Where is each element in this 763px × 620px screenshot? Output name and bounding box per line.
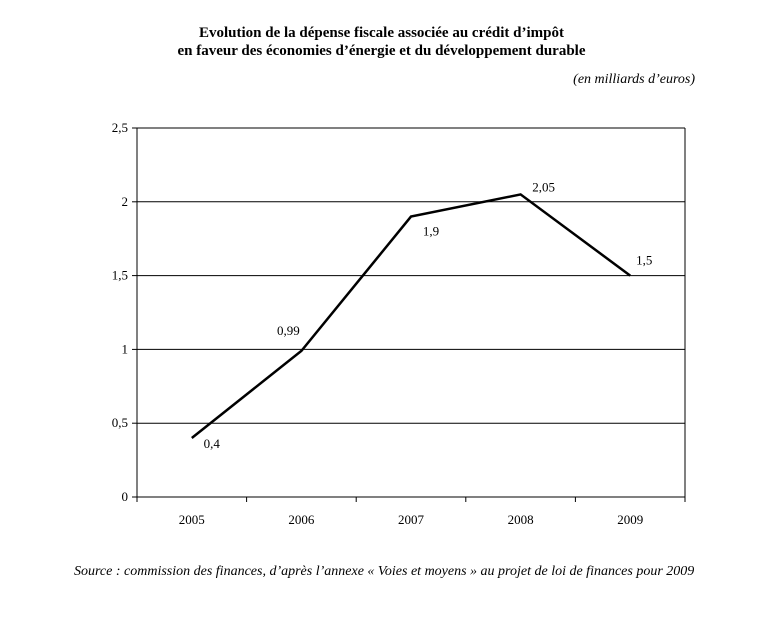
data-label: 2,05 — [532, 179, 555, 194]
unit-note: (en milliards d’euros) — [573, 72, 695, 87]
x-tick-label: 2007 — [398, 512, 425, 527]
x-tick-label: 2008 — [508, 512, 534, 527]
y-tick-label: 2 — [122, 194, 129, 209]
chart-title-line-2: en faveur des économies d’énergie et du … — [177, 43, 586, 59]
y-tick-label: 0 — [122, 489, 129, 504]
series-line — [191, 193, 631, 439]
data-label: 0,4 — [204, 436, 221, 451]
chart-title-line-1: Evolution de la dépense fiscale associée… — [199, 25, 564, 41]
x-tick-label: 2005 — [179, 512, 205, 527]
x-tick-label: 2009 — [617, 512, 643, 527]
source-note: Source : commission des finances, d’aprè… — [74, 564, 695, 579]
y-tick-label: 2,5 — [112, 120, 128, 135]
y-tick-label: 1 — [122, 341, 129, 356]
data-label: 1,9 — [423, 224, 439, 239]
y-tick-label: 0,5 — [112, 415, 128, 430]
y-tick-label: 1,5 — [112, 268, 128, 283]
data-label: 0,99 — [277, 323, 300, 338]
data-label: 1,5 — [636, 253, 652, 268]
x-tick-label: 2006 — [288, 512, 315, 527]
